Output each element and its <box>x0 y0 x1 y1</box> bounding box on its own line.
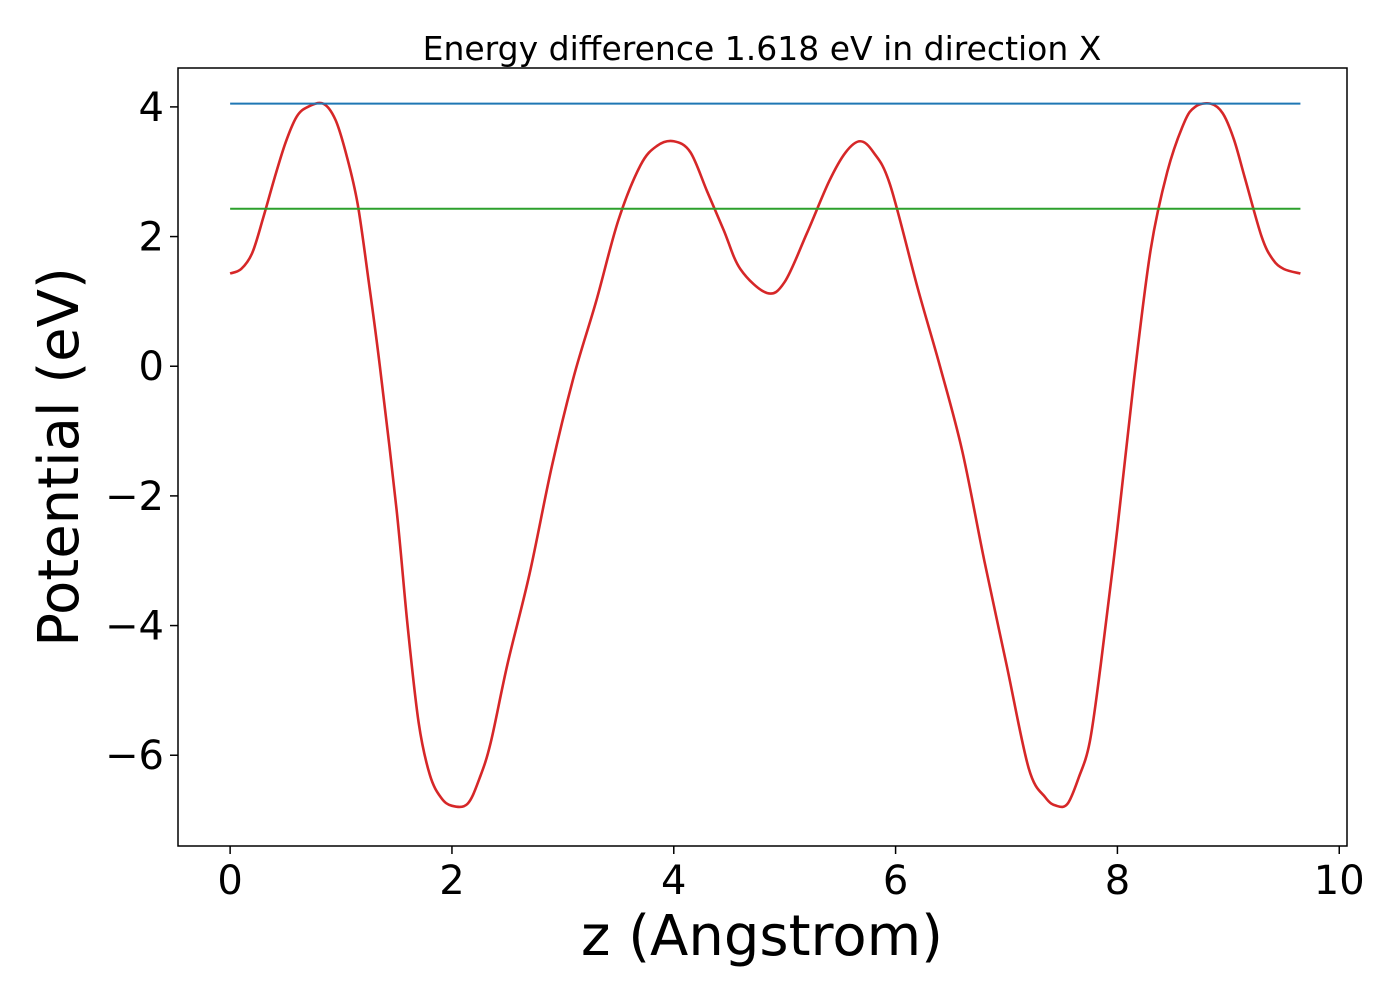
y-tick-label: −6 <box>105 733 164 779</box>
x-axis-title: z (Angstrom) <box>581 904 943 969</box>
y-axis-title: Potential (eV) <box>27 267 92 647</box>
series-line-0 <box>229 101 1301 809</box>
plot-frame <box>177 67 1348 847</box>
y-tick-label: 0 <box>139 344 164 390</box>
x-tick-label: 6 <box>883 858 908 904</box>
y-tick-label: −4 <box>105 604 164 650</box>
x-tick-label: 0 <box>217 858 242 904</box>
y-tick-label: −2 <box>105 474 164 520</box>
x-tick-label: 10 <box>1314 858 1365 904</box>
y-tick-label: 2 <box>139 215 164 261</box>
x-tick-label: 8 <box>1105 858 1130 904</box>
y-ticks: 4 2 0 −2 −4 −6 <box>105 85 178 779</box>
x-tick-label: 4 <box>661 858 686 904</box>
chart-title: Energy difference 1.618 eV in direction … <box>423 29 1102 68</box>
series-layer <box>229 101 1301 809</box>
x-ticks: 0 2 4 6 8 10 <box>217 846 1365 904</box>
x-tick-label: 2 <box>439 858 464 904</box>
y-tick-label: 4 <box>139 85 164 131</box>
